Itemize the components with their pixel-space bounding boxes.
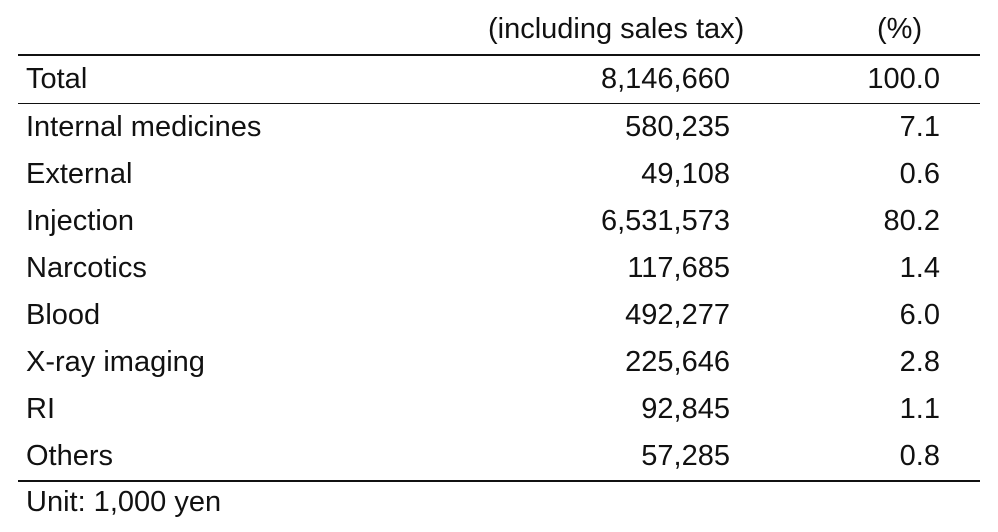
header-amount: (including sales tax) [488,12,745,45]
row-percent: 80.2 [883,205,940,237]
row-percent: 1.1 [899,393,940,425]
total-percent: 100.0 [730,55,980,104]
table-row: Others 57,285 0.8 [18,433,980,482]
total-row: Total 8,146,660 100.0 [18,55,980,104]
header-percent: (%) [877,12,923,45]
row-percent: 0.6 [899,158,940,190]
row-label: Internal medicines [26,111,262,143]
row-percent: 2.8 [899,346,940,378]
table-row: Internal medicines 580,235 7.1 [18,104,980,152]
row-amount: 580,235 [625,111,730,143]
row-label: X-ray imaging [26,346,205,378]
row-amount: 92,845 [641,393,730,425]
row-amount: 6,531,573 [600,205,730,237]
unit-note: Unit: 1,000 yen [26,486,222,518]
drug-cost-table-container: (including sales tax) (%) Total 8,146,66… [18,0,980,482]
drug-cost-table: (including sales tax) (%) Total 8,146,66… [18,0,980,482]
table-row: X-ray imaging 225,646 2.8 [18,339,980,386]
row-percent: 6.0 [899,299,940,331]
total-amount: 8,146,660 [458,55,730,104]
total-label: Total [18,55,458,104]
row-percent: 0.8 [730,433,980,482]
row-percent: 7.1 [899,111,940,143]
row-amount: 57,285 [458,433,730,482]
table-row: Blood 492,277 6.0 [18,292,980,339]
header-label-cell [18,0,458,55]
row-label: External [26,158,133,190]
row-label: RI [26,393,55,425]
row-label: Injection [26,205,135,237]
row-label: Others [18,433,458,482]
table-row: External 49,108 0.6 [18,151,980,198]
row-amount: 225,646 [625,346,730,378]
table-row: Injection 6,531,573 80.2 [18,198,980,245]
row-percent: 1.4 [899,252,940,284]
row-amount: 49,108 [641,158,730,190]
row-label: Narcotics [26,252,147,284]
row-amount: 492,277 [625,299,730,331]
row-amount: 117,685 [627,252,730,284]
row-label: Blood [26,299,101,331]
table-row: Narcotics 117,685 1.4 [18,245,980,292]
table-header-row: (including sales tax) (%) [18,0,980,55]
table-row: RI 92,845 1.1 [18,386,980,433]
